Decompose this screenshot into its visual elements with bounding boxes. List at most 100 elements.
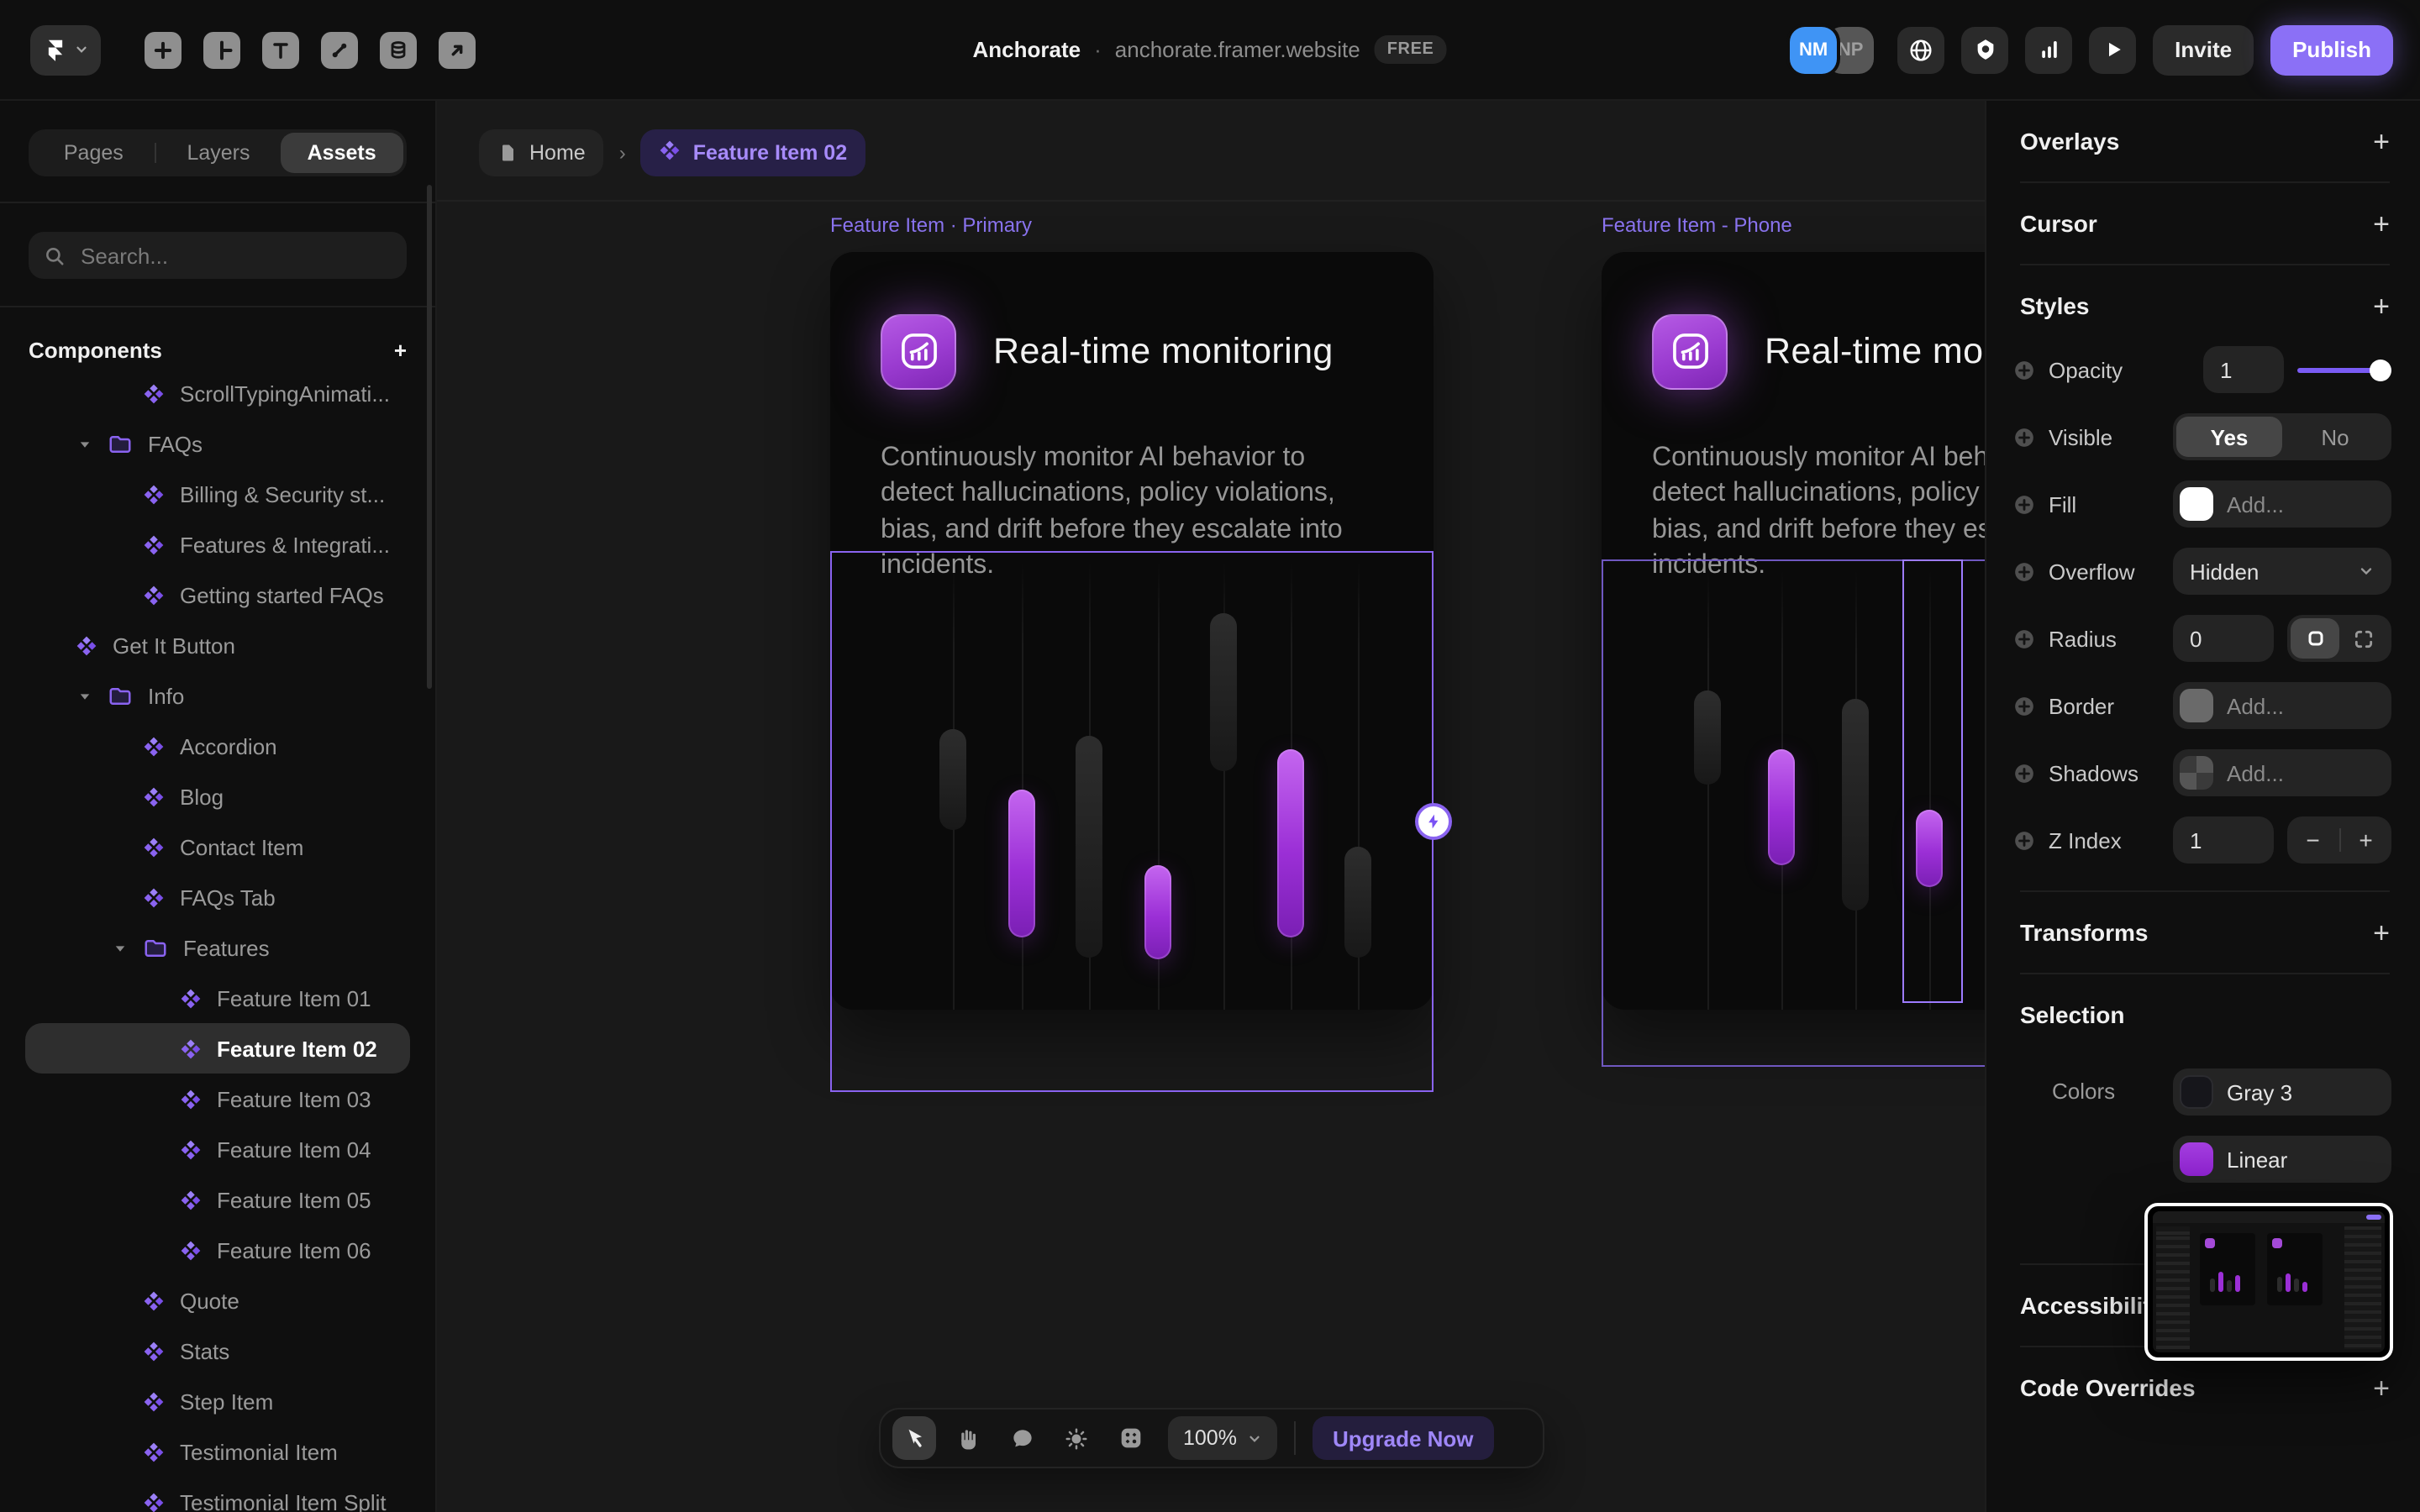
- tree-item-quote[interactable]: Quote: [25, 1275, 410, 1326]
- component-icon: [180, 1189, 202, 1210]
- circle-plus-icon[interactable]: [2013, 627, 2035, 649]
- opacity-slider[interactable]: [2297, 359, 2391, 381]
- tree-item-scrolltypinganimati[interactable]: ScrollTypingAnimati...: [25, 368, 410, 418]
- canvas-preview-thumbnail[interactable]: [2144, 1203, 2393, 1361]
- section-overlays[interactable]: Overlays +: [1986, 101, 2420, 181]
- tree-item-faqs[interactable]: FAQs: [25, 418, 410, 469]
- hand-pan-tool[interactable]: [946, 1416, 990, 1460]
- circle-plus-icon[interactable]: [2013, 493, 2035, 515]
- tree-item-stats[interactable]: Stats: [25, 1326, 410, 1376]
- tree-item-billing-security-st[interactable]: Billing & Security st...: [25, 469, 410, 519]
- circle-plus-icon[interactable]: [2013, 695, 2035, 717]
- per-corner-radius-icon[interactable]: [2339, 618, 2388, 659]
- preview-play-icon[interactable]: [2089, 26, 2137, 73]
- tree-item-get-it-button[interactable]: Get It Button: [25, 620, 410, 670]
- tree-item-accordion[interactable]: Accordion: [25, 721, 410, 771]
- framer-logo-menu-button[interactable]: [30, 24, 101, 75]
- circle-plus-icon[interactable]: [2013, 762, 2035, 784]
- section-transforms[interactable]: Transforms +: [1986, 892, 2420, 973]
- selection-color-linear[interactable]: Linear: [2173, 1136, 2391, 1183]
- publish-button[interactable]: Publish: [2270, 24, 2393, 75]
- radius-input[interactable]: 0: [2173, 615, 2274, 662]
- theme-sun-icon[interactable]: [1054, 1416, 1097, 1460]
- z-index-input[interactable]: 1: [2173, 816, 2274, 864]
- add-overlay-icon[interactable]: +: [2373, 125, 2390, 157]
- tree-item-features-integrati[interactable]: Features & Integrati...: [25, 519, 410, 570]
- text-tool-icon[interactable]: [262, 31, 299, 68]
- overflow-dropdown[interactable]: Hidden: [2173, 548, 2391, 595]
- section-code-overrides[interactable]: Code Overrides +: [1986, 1347, 2420, 1428]
- selection-color-gray-3[interactable]: Gray 3: [2173, 1068, 2391, 1116]
- circle-plus-icon[interactable]: [2013, 359, 2035, 381]
- tree-item-faqs-tab[interactable]: FAQs Tab: [25, 872, 410, 922]
- analytics-bars-icon[interactable]: [2025, 26, 2073, 73]
- decrement-button[interactable]: −: [2306, 827, 2320, 853]
- tree-item-step-item[interactable]: Step Item: [25, 1376, 410, 1426]
- increment-button[interactable]: +: [2359, 827, 2373, 853]
- breadcrumb-current[interactable]: Feature Item 02: [640, 129, 866, 176]
- select-cursor-tool[interactable]: [892, 1416, 936, 1460]
- search-field[interactable]: [29, 232, 407, 279]
- interaction-bolt-badge[interactable]: [1415, 803, 1452, 840]
- circle-plus-icon[interactable]: [2013, 426, 2035, 448]
- add-transform-icon[interactable]: +: [2373, 916, 2390, 948]
- tree-item-testimonial-item-split[interactable]: Testimonial Item Split: [25, 1477, 410, 1512]
- upgrade-now-button[interactable]: Upgrade Now: [1312, 1416, 1494, 1460]
- brand-shield-icon[interactable]: [1961, 26, 2009, 73]
- tab-layers[interactable]: Layers: [187, 141, 250, 165]
- collaborator-avatars[interactable]: NM NP: [1790, 26, 1875, 73]
- tree-item-feature-item-05[interactable]: Feature Item 05: [25, 1174, 410, 1225]
- tree-item-feature-item-03[interactable]: Feature Item 03: [25, 1074, 410, 1124]
- tab-assets[interactable]: Assets: [280, 133, 403, 173]
- site-globe-icon[interactable]: [1897, 26, 1945, 73]
- add-component-button[interactable]: +: [393, 337, 407, 362]
- feature-card-primary[interactable]: Real-time monitoring Continuously monito…: [830, 252, 1434, 1010]
- frame-label-phone[interactable]: Feature Item - Phone: [1602, 213, 1792, 237]
- apps-grid-icon[interactable]: [1107, 1416, 1151, 1460]
- export-arrow-icon[interactable]: [439, 31, 476, 68]
- circle-plus-icon[interactable]: [2013, 560, 2035, 582]
- circle-plus-icon[interactable]: [2013, 829, 2035, 851]
- add-code-override-icon[interactable]: +: [2373, 1372, 2390, 1404]
- vector-tool-icon[interactable]: [321, 31, 358, 68]
- tree-item-testimonial-item[interactable]: Testimonial Item: [25, 1426, 410, 1477]
- add-placeholder: Add...: [2227, 491, 2284, 517]
- shadows-add-button[interactable]: Add...: [2173, 749, 2391, 796]
- project-title-bar[interactable]: Anchorate · anchorate.framer.website FRE…: [973, 35, 1448, 64]
- uniform-radius-icon[interactable]: [2291, 618, 2339, 659]
- caret-down-icon[interactable]: [76, 436, 92, 451]
- caret-down-icon[interactable]: [76, 688, 92, 703]
- fill-add-button[interactable]: Add...: [2173, 480, 2391, 528]
- invite-button[interactable]: Invite: [2153, 24, 2254, 75]
- tree-item-feature-item-06[interactable]: Feature Item 06: [25, 1225, 410, 1275]
- tree-item-blog[interactable]: Blog: [25, 771, 410, 822]
- cms-database-icon[interactable]: [380, 31, 417, 68]
- insert-plus-icon[interactable]: [145, 31, 182, 68]
- zoom-level-dropdown[interactable]: 100%: [1168, 1416, 1277, 1460]
- layout-icon[interactable]: [203, 31, 240, 68]
- opacity-input[interactable]: 1: [2203, 346, 2284, 393]
- border-add-button[interactable]: Add...: [2173, 682, 2391, 729]
- tree-item-getting-started-faqs[interactable]: Getting started FAQs: [25, 570, 410, 620]
- caret-down-icon[interactable]: [111, 940, 128, 955]
- tree-item-info[interactable]: Info: [25, 670, 410, 721]
- section-styles[interactable]: Styles +: [1986, 265, 2420, 346]
- tree-item-feature-item-04[interactable]: Feature Item 04: [25, 1124, 410, 1174]
- add-style-icon[interactable]: +: [2373, 290, 2390, 322]
- breadcrumb-home[interactable]: Home: [479, 129, 604, 176]
- toggle-option-no[interactable]: No: [2321, 424, 2349, 449]
- add-cursor-icon[interactable]: +: [2373, 207, 2390, 239]
- frame-label-primary[interactable]: Feature Item · Primary: [830, 213, 1033, 237]
- tree-item-feature-item-02[interactable]: Feature Item 02: [25, 1023, 410, 1074]
- sidebar-scrollbar[interactable]: [427, 185, 432, 689]
- tab-pages[interactable]: Pages: [63, 141, 124, 165]
- section-cursor[interactable]: Cursor +: [1986, 183, 2420, 264]
- search-input[interactable]: [77, 241, 392, 270]
- avatar-nm[interactable]: NM: [1790, 26, 1838, 73]
- tree-item-label: Getting started FAQs: [180, 582, 384, 607]
- tree-item-contact-item[interactable]: Contact Item: [25, 822, 410, 872]
- tree-item-feature-item-01[interactable]: Feature Item 01: [25, 973, 410, 1023]
- tree-item-features[interactable]: Features: [25, 922, 410, 973]
- toggle-option-yes[interactable]: Yes: [2176, 417, 2282, 457]
- comment-tool[interactable]: [1000, 1416, 1044, 1460]
